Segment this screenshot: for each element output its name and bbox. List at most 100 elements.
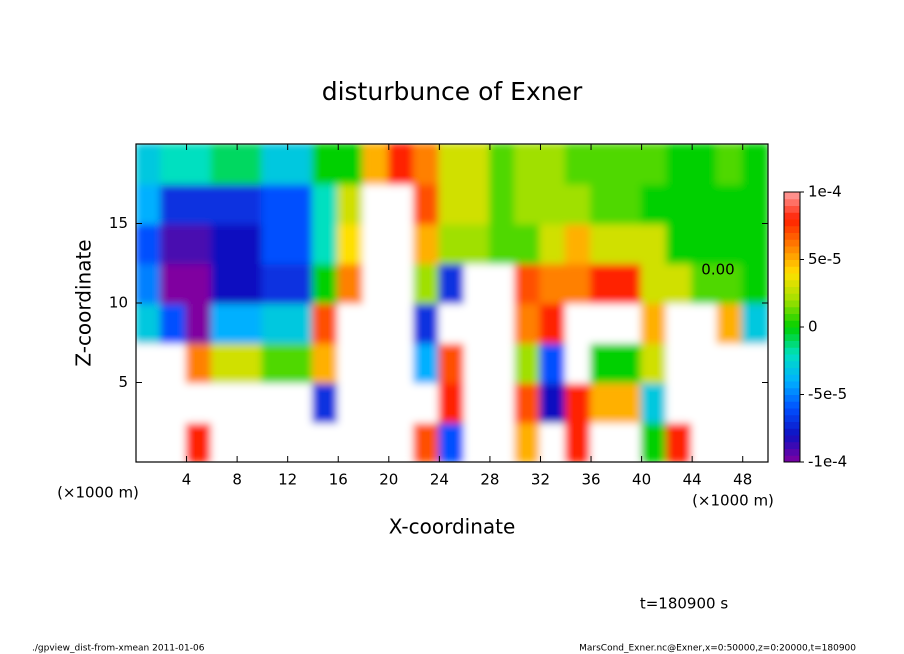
cell [564,222,593,265]
colorbar-step [784,252,800,260]
cell [615,144,643,185]
colorbar-step [784,219,800,227]
time-label: t=180900 s [640,595,728,613]
cell [413,341,441,384]
cell [691,381,719,424]
colorbar-step [784,232,800,240]
cell [691,302,719,344]
cell [387,341,416,384]
colorbar-tick-label: 5e-5 [808,250,842,268]
footer: MarsCond_Exner.nc@Exner,x=0:50000,z=0:20… [579,644,856,654]
cell [488,262,517,304]
cell [337,421,365,462]
cell [387,381,416,424]
cell [590,144,618,185]
cell [691,144,719,185]
x-tick-label: 48 [733,471,752,489]
cell [286,421,314,462]
cell [311,262,340,304]
cell [185,262,213,304]
cell [463,262,491,304]
cell [463,302,491,344]
cell [337,381,365,424]
cell [539,381,567,424]
cell [311,144,340,185]
cell [640,421,668,462]
x-tick-label: 28 [480,471,499,489]
colorbar-step [784,239,800,247]
cell [665,222,694,265]
cell [362,341,390,384]
cell [590,381,618,424]
colorbar-step [784,313,800,321]
cell [236,302,264,344]
cell [488,144,517,185]
cell [311,302,340,344]
cell [362,381,390,424]
cell [615,341,643,384]
cell [741,381,768,424]
cell [185,222,213,265]
cell [615,262,643,304]
colorbar-step [784,340,800,348]
cell [286,381,314,424]
colorbar-step [784,246,800,254]
cell [236,222,264,265]
cell [311,341,340,384]
cell [463,421,491,462]
cell [210,144,239,185]
cell [236,421,264,462]
cell [539,182,567,225]
cell [691,182,719,225]
cell [387,182,416,225]
cell [438,262,466,304]
x-unit: (×1000 m) [57,484,139,502]
cell [716,262,744,304]
cell [136,421,163,462]
cell [564,302,593,344]
x-tick-label: 4 [182,471,192,489]
cell [590,262,618,304]
cell [387,144,416,185]
cell [362,421,390,462]
chart-title: disturbunce of Exner [322,77,583,106]
colorbar-step [784,273,800,281]
cell [311,421,340,462]
cell [413,144,441,185]
cell [387,222,416,265]
cell [438,381,466,424]
cell [160,182,188,225]
cell [261,302,289,344]
cell [741,222,768,265]
cell [286,182,314,225]
cell [362,182,390,225]
colorbar-step [784,212,800,220]
colorbar-step [784,414,800,422]
cell [160,144,188,185]
colorbar-step [784,387,800,395]
cell [362,144,390,185]
cell [286,302,314,344]
cell [665,341,694,384]
cell [413,262,441,304]
colorbar-step [784,333,800,341]
cell [463,381,491,424]
cell [286,222,314,265]
cell [261,262,289,304]
cell [564,182,593,225]
colorbar-step [784,354,800,362]
x-tick-label: 16 [329,471,348,489]
cell [160,421,188,462]
cell [716,381,744,424]
colorbar-step [784,266,800,274]
cell [136,182,163,225]
colorbar-step [784,401,800,409]
colorbar-tick-label: 0 [808,318,818,336]
cell [136,144,163,185]
cell [564,262,593,304]
cell [413,182,441,225]
colorbar-step [784,381,800,389]
colorbar-step [784,435,800,443]
colorbar-step [784,455,800,463]
cell [514,144,542,185]
